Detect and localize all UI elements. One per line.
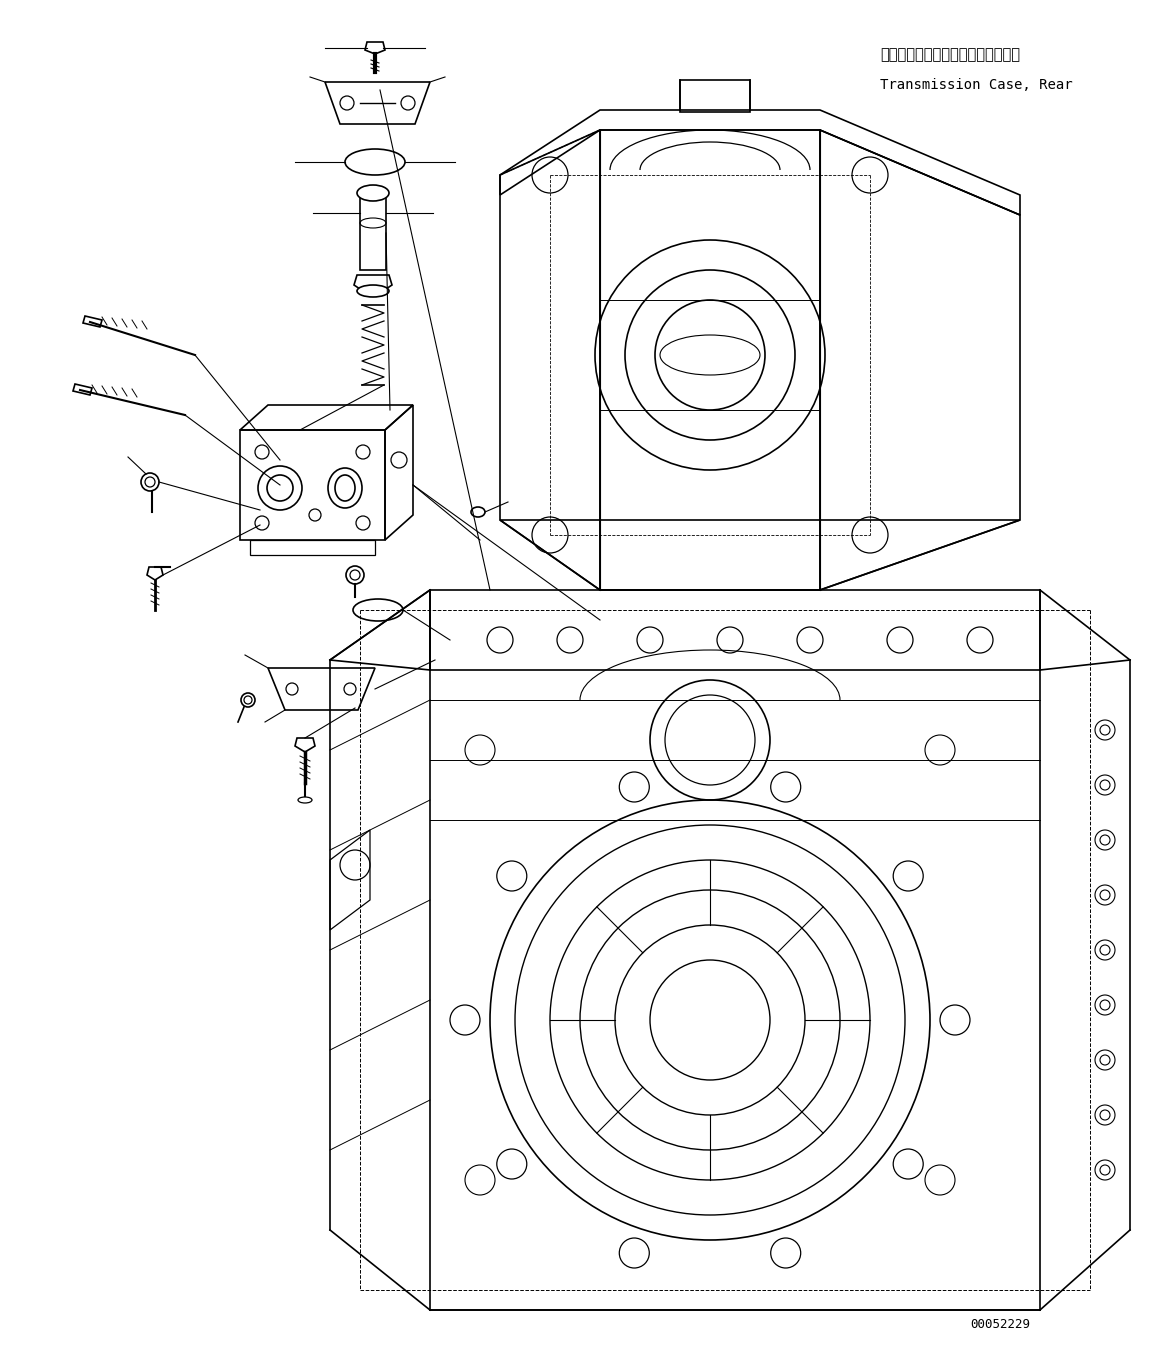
Ellipse shape bbox=[357, 285, 388, 298]
Ellipse shape bbox=[357, 185, 388, 202]
Text: トランスミッションケース、リヤー: トランスミッションケース、リヤー bbox=[880, 47, 1020, 62]
Text: Transmission Case, Rear: Transmission Case, Rear bbox=[880, 78, 1072, 92]
Text: 00052229: 00052229 bbox=[970, 1319, 1030, 1331]
